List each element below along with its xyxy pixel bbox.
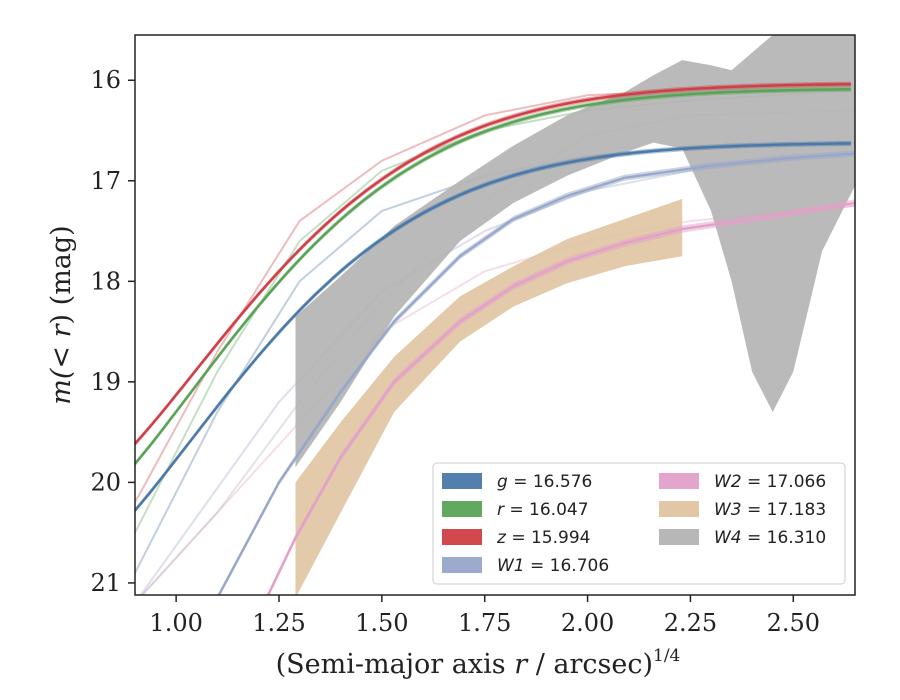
legend-label: g = 16.576	[497, 472, 592, 492]
y-axis-label-post: ) (mag)	[46, 225, 77, 324]
legend-item: g = 16.576	[442, 472, 592, 492]
band-6	[295, 35, 855, 468]
legend-item: W4 = 16.310	[659, 528, 826, 548]
legend-item: r = 16.047	[442, 500, 589, 520]
x-tick-label: 1.25	[252, 609, 305, 637]
legend-item: z = 15.994	[442, 528, 590, 548]
curve-line-0	[135, 142, 851, 512]
legend-label-value: = 17.183	[742, 500, 827, 520]
y-axis-label-mid: < r	[46, 322, 77, 368]
legend-label-var: W3	[714, 500, 742, 520]
y-axis-label: m(< r) (mag)	[46, 225, 77, 404]
legend-label-value: = 15.994	[506, 528, 591, 548]
curve-line-3	[217, 152, 855, 595]
plot-frame	[134, 34, 856, 596]
legend-item: W2 = 17.066	[659, 472, 826, 492]
y-tick-label: 19	[90, 368, 121, 396]
legend-frame	[432, 462, 846, 585]
curve-line-1	[135, 88, 851, 465]
legend-label: W4 = 16.310	[714, 528, 826, 548]
legend-swatch	[659, 473, 699, 489]
x-tick-label: 1.75	[458, 609, 511, 637]
legend-label-value: = 16.310	[742, 528, 827, 548]
legend-label: W1 = 16.706	[497, 556, 609, 576]
legend-swatch	[442, 529, 482, 545]
legend-item: W3 = 17.183	[659, 500, 826, 520]
legend-label-var: W2	[714, 472, 742, 492]
y-tick-label: 21	[90, 569, 121, 597]
legend-label-value: = 16.047	[504, 500, 589, 520]
legend-label: z = 15.994	[496, 528, 590, 548]
legend-swatch	[442, 501, 482, 517]
legend-label-var: r	[497, 500, 505, 520]
legend-label: W2 = 17.066	[714, 472, 826, 492]
y-axis: 16 17 18 19 20 21	[90, 66, 135, 597]
x-axis-label-sup: 1/4	[653, 646, 680, 666]
legend-label-var: g	[497, 472, 508, 492]
legend-swatch	[442, 473, 482, 489]
legend-label: r = 16.047	[497, 500, 589, 520]
curve-line-4	[266, 201, 855, 595]
x-tick-label: 2.50	[767, 609, 820, 637]
legend-swatch	[659, 529, 699, 545]
plot-area	[135, 35, 855, 595]
legend-label: W3 = 17.183	[714, 500, 826, 520]
legend-label-value: = 17.066	[742, 472, 827, 492]
legend-swatch	[442, 557, 482, 573]
y-tick-label: 17	[90, 167, 121, 195]
x-axis-label-main: (Semi-major axis	[276, 649, 515, 680]
legend-item: W1 = 16.706	[442, 556, 609, 576]
y-tick-label: 16	[90, 66, 121, 94]
x-tick-label: 2.25	[664, 609, 717, 637]
legend-label-value: = 16.706	[525, 556, 610, 576]
legend-label-var: W4	[714, 528, 742, 548]
legend-label-value: = 16.576	[508, 472, 593, 492]
x-axis-label-tail: / arcsec)	[527, 649, 653, 680]
y-tick-label: 20	[90, 468, 121, 496]
y-tick-label: 18	[90, 267, 121, 295]
x-tick-label: 1.00	[149, 609, 202, 637]
x-axis: 1.00 1.25 1.50 1.75 2.00 2.25 2.50	[149, 595, 820, 637]
x-tick-label: 2.00	[561, 609, 614, 637]
legend-label-var: z	[496, 528, 507, 548]
x-axis-label-var: r	[514, 649, 529, 680]
legend-swatch	[659, 501, 699, 517]
legend-label-var: W1	[497, 556, 525, 576]
x-axis-label: (Semi-major axis r / arcsec)1/4	[276, 646, 681, 680]
x-tick-label: 1.50	[355, 609, 408, 637]
y-axis-label-pre: m(	[46, 367, 77, 405]
curve-line-2	[135, 83, 851, 445]
